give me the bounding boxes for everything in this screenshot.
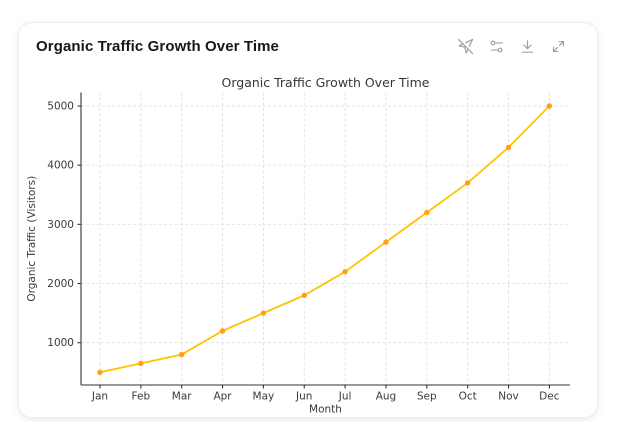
x-tick-label: Feb (132, 391, 151, 403)
data-point-Dec (546, 103, 553, 109)
data-point-Nov (505, 144, 512, 151)
card-title: Organic Traffic Growth Over Time (36, 38, 279, 55)
chart-axes (77, 92, 570, 389)
x-tick-label: Jun (295, 391, 312, 403)
data-point-Sep (424, 209, 430, 216)
x-tick-label: Nov (498, 391, 519, 403)
x-tick-label: Mar (172, 391, 192, 403)
x-tick-label: Jul (338, 391, 352, 403)
expand-icon (552, 40, 565, 53)
data-point-May (260, 310, 267, 316)
data-point-Mar (179, 351, 185, 358)
sliders-icon (490, 40, 503, 53)
expand-button[interactable] (550, 38, 567, 55)
chart-data-points (97, 103, 553, 375)
x-tick-label: Sep (417, 391, 437, 403)
chart-ylabel: Organic Traffic (Visitors) (26, 176, 38, 302)
card-header: Organic Traffic Growth Over Time (19, 23, 597, 55)
card-toolbar (457, 38, 567, 55)
chart-tick-labels: 1000 2000 3000 4000 5000 Jan Feb Mar Apr May Jun Ju… (47, 101, 559, 403)
chart-settings-button[interactable] (488, 38, 505, 55)
y-tick-label: 2000 (47, 278, 74, 290)
organic-traffic-line-chart: 1000 2000 3000 4000 5000 Jan Feb Mar Apr May Jun Ju… (26, 75, 570, 416)
chart-gridlines (81, 92, 570, 385)
data-point-Apr (219, 328, 226, 334)
data-point-Jun (301, 292, 307, 299)
data-point-Feb (138, 360, 144, 367)
x-tick-label: Jan (91, 391, 108, 403)
data-point-Jul (342, 268, 348, 275)
data-point-Oct (464, 180, 471, 186)
x-tick-label: Aug (376, 391, 397, 403)
chart-series-line (99, 105, 551, 374)
x-tick-label: May (253, 391, 275, 403)
chart-title: Organic Traffic Growth Over Time (222, 75, 430, 90)
x-tick-label: Dec (539, 391, 560, 403)
pointer-interactions-button[interactable] (457, 38, 474, 55)
y-tick-label: 1000 (47, 337, 74, 349)
download-icon (521, 40, 534, 53)
y-tick-label: 5000 (47, 101, 74, 113)
data-point-Aug (383, 239, 389, 245)
data-point-Jan (97, 369, 103, 375)
x-tick-label: Oct (459, 391, 477, 403)
chart-card: Organic Traffic Growth Over Time (18, 22, 598, 418)
chart-xlabel: Month (309, 404, 342, 416)
download-button[interactable] (519, 38, 536, 55)
x-tick-label: Apr (213, 391, 232, 403)
y-tick-label: 4000 (47, 160, 74, 172)
y-tick-label: 3000 (47, 219, 74, 231)
navigation-off-icon (457, 38, 474, 55)
